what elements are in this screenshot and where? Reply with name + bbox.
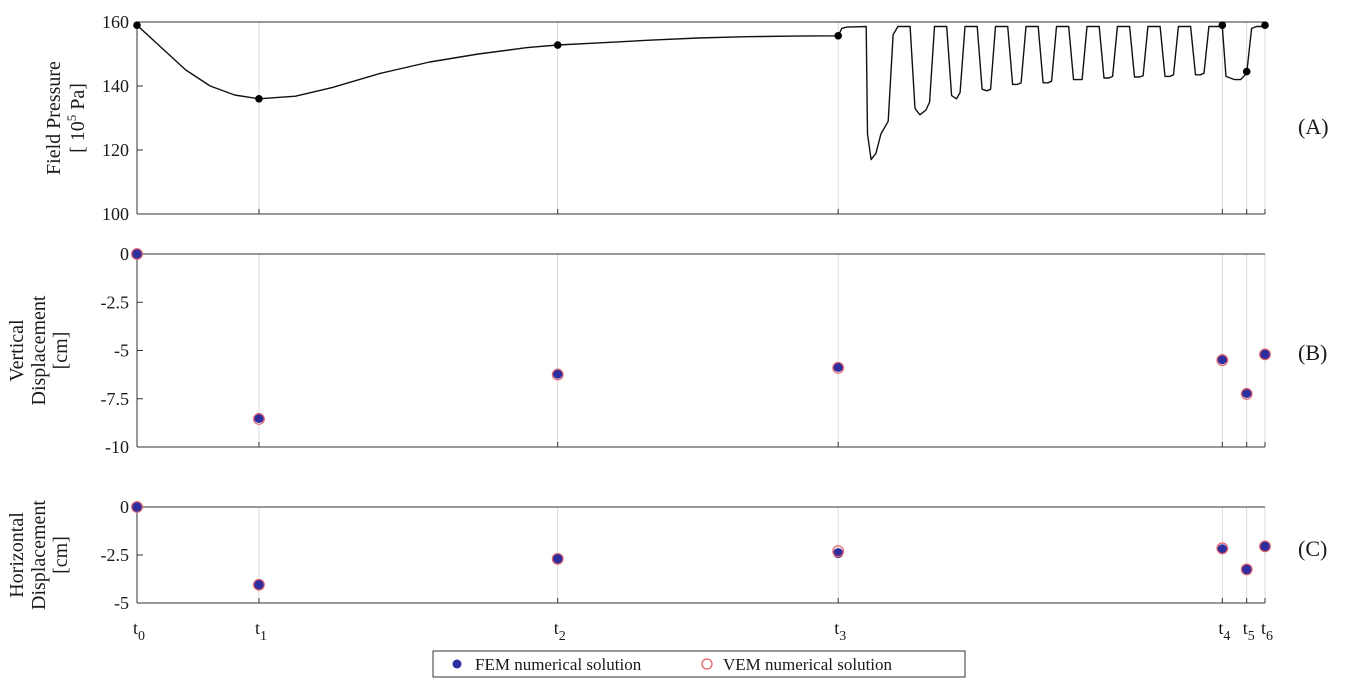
vem-point-t5 (1240, 388, 1253, 400)
fem-point-t4 (1217, 544, 1228, 555)
vem-point-t5 (1240, 563, 1253, 576)
vem-point-t2 (551, 552, 564, 565)
y-tick-label: -10 (105, 437, 129, 457)
x-tick-label-t0: t0 (133, 618, 145, 644)
y-tick-label: -2.5 (101, 292, 130, 312)
fem-point-t6 (1260, 349, 1270, 360)
fem-point-t5 (1241, 564, 1252, 575)
fem-point-t5 (1241, 387, 1252, 398)
vem-point-t1 (253, 413, 265, 425)
y-tick-label: -5 (114, 593, 129, 613)
legend-fem-marker (452, 659, 462, 669)
pressure-marker-t1 (255, 95, 263, 103)
pressure-line (136, 24, 1265, 161)
panel-a-field-pressure: 100 120 140 160 Field Pressure[ 105 Pa] (A) (43, 12, 1329, 224)
x-tick-label-t4: t4 (1218, 618, 1230, 644)
y-tick-label: -2.5 (101, 545, 130, 565)
vem-point-t3 (832, 361, 845, 374)
x-tick-label-t1: t1 (255, 618, 267, 644)
vem-point-t4 (1216, 542, 1229, 555)
legend-fem-label: FEM numerical solution (475, 655, 642, 674)
fem-point-t0 (132, 249, 142, 259)
panel-c-horizontal-displacement: 0 -2.5 -5 HorizontalDisplacement[cm] (C) (6, 497, 1327, 613)
vem-point-t2 (551, 368, 564, 381)
fem-point-t2 (552, 368, 563, 379)
y-axis-title: VerticalDisplacement[cm] (6, 295, 72, 405)
time-axis-labels: t0 t1 t2 t3 t4 t5 t6 (133, 618, 1273, 644)
y-tick-label: 0 (120, 244, 129, 264)
fem-point-t6 (1260, 541, 1270, 552)
fem-point-t1 (253, 579, 264, 590)
panel-label: (C) (1298, 536, 1327, 561)
x-tick-label-t6: t6 (1261, 618, 1273, 644)
legend: FEM numerical solution VEM numerical sol… (432, 650, 966, 678)
fem-point-t0 (132, 502, 142, 512)
pressure-marker-t2 (553, 41, 562, 49)
y-tick-label: 100 (102, 204, 129, 224)
y-tick-label: 0 (120, 497, 129, 517)
vem-point-t6 (1259, 348, 1271, 361)
fem-point-t3 (833, 361, 844, 372)
pressure-marker-t5 (1242, 67, 1251, 76)
legend-box (432, 650, 966, 678)
pressure-marker-t4 (1218, 21, 1227, 30)
pressure-marker-t0 (133, 21, 141, 30)
panel-label: (A) (1298, 114, 1329, 139)
legend-vem-label: VEM numerical solution (723, 655, 893, 674)
fem-point-t2 (552, 553, 563, 564)
legend-vem-marker (701, 658, 713, 670)
vem-point-t0 (131, 501, 143, 513)
y-tick-label: 160 (102, 12, 129, 32)
x-tick-label-t5: t5 (1243, 618, 1255, 644)
vem-point-t1 (253, 578, 265, 591)
y-tick-label: 120 (102, 140, 129, 160)
panel-label: (B) (1298, 340, 1327, 365)
x-tick-label-t2: t2 (554, 618, 566, 644)
y-tick-label: -7.5 (101, 389, 130, 409)
y-tick-label: -5 (114, 341, 129, 361)
vem-point-t4 (1216, 354, 1229, 367)
y-tick-label: 140 (102, 76, 129, 96)
fem-point-t4 (1217, 354, 1228, 365)
x-tick-label-t3: t3 (834, 618, 846, 644)
vem-point-t6 (1259, 540, 1271, 553)
y-axis-title: Field Pressure[ 105 Pa] (43, 61, 89, 175)
pressure-marker-t6 (1261, 21, 1269, 30)
y-axis-title: HorizontalDisplacement[cm] (6, 500, 72, 610)
vem-point-t3 (832, 545, 845, 558)
fem-point-t1 (253, 413, 264, 424)
pressure-marker-t3 (834, 31, 842, 40)
vem-point-t0 (131, 248, 143, 260)
panel-b-vertical-displacement: 0 -2.5 -5 -7.5 -10 VerticalDisplacement[cm] (B… (6, 244, 1327, 457)
